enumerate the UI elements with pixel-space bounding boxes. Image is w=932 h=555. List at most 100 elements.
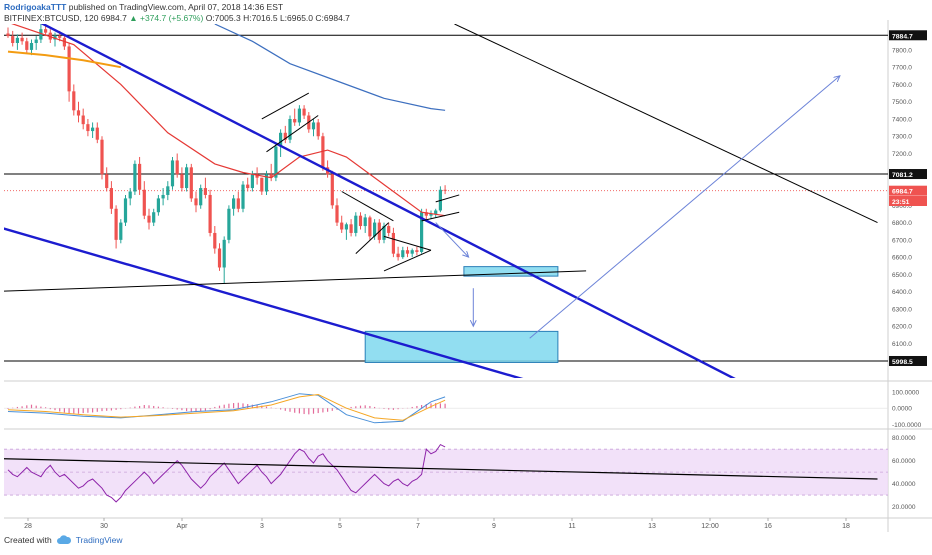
- rsi-axis-label: 20.0000: [892, 504, 916, 511]
- candle-body: [444, 190, 447, 191]
- trendline-black: [267, 116, 319, 152]
- macd-histogram-bar: [360, 406, 361, 409]
- macd-histogram-bar: [31, 405, 32, 409]
- candle-body: [82, 116, 85, 125]
- macd-histogram-bar: [186, 408, 187, 411]
- candle-body: [331, 174, 334, 205]
- macd-histogram-bar: [351, 407, 352, 408]
- macd-histogram-bar: [313, 408, 314, 413]
- macd-histogram-bar: [304, 408, 305, 414]
- macd-histogram-bar: [233, 403, 234, 408]
- time-axis-label: 16: [764, 523, 772, 530]
- macd-histogram-bar: [22, 406, 23, 408]
- macd-histogram-bar: [92, 408, 93, 412]
- macd-histogram-bar: [111, 408, 112, 410]
- macd-histogram-bar: [327, 408, 328, 412]
- candle-body: [350, 224, 353, 233]
- price-label-text: 23:51: [892, 199, 910, 206]
- candle-body: [345, 224, 348, 229]
- time-axis-label: 7: [416, 523, 420, 530]
- low-value: L:6965.0: [280, 13, 313, 23]
- macd-histogram-bar: [73, 408, 74, 413]
- candle-body: [180, 174, 183, 188]
- macd-histogram-bar: [266, 407, 267, 409]
- price-pane: [0, 0, 888, 380]
- macd-histogram-bar: [271, 408, 272, 409]
- macd-histogram-bar: [210, 408, 211, 409]
- macd-histogram-bar: [158, 407, 159, 409]
- rsi-pane: [0, 445, 888, 502]
- last-price: 6984.7: [101, 13, 127, 23]
- macd-histogram-bar: [388, 408, 389, 409]
- candle-body: [133, 164, 136, 192]
- price-axis-label: 6800.0: [892, 220, 912, 227]
- price-label-text: 6984.7: [892, 189, 913, 196]
- candle-body: [368, 217, 371, 236]
- price-axis-label: 7700.0: [892, 65, 912, 72]
- candle-body: [317, 122, 320, 136]
- macd-histogram-bar: [144, 405, 145, 408]
- candle-body: [204, 188, 207, 195]
- time-axis-label: 5: [338, 523, 342, 530]
- candle-body: [213, 233, 216, 249]
- macd-line-orange: [8, 395, 445, 421]
- candle-body: [185, 167, 188, 188]
- candle-body: [176, 160, 179, 174]
- macd-histogram-bar: [50, 408, 51, 409]
- macd-histogram-bar: [238, 403, 239, 408]
- candle-body: [35, 40, 38, 43]
- price-label-text: 7081.2: [892, 172, 913, 179]
- price-axis-label: 6200.0: [892, 324, 912, 331]
- candle-body: [359, 216, 362, 226]
- macd-histogram-bar: [332, 408, 333, 411]
- macd-histogram-bar: [120, 408, 121, 409]
- candle-body: [387, 226, 390, 233]
- macd-histogram-bar: [181, 408, 182, 410]
- price-axis-label: 7800.0: [892, 47, 912, 54]
- macd-histogram-bar: [383, 408, 384, 409]
- candle-body: [115, 209, 118, 240]
- author-name[interactable]: RodrigoakaTTT: [4, 2, 66, 12]
- symbol-info: BITFINEX:BTCUSD, 120 6984.7 ▲ +374.7 (+5…: [4, 13, 350, 23]
- candle-body: [303, 109, 306, 116]
- macd-histogram-bar: [59, 408, 60, 411]
- price-axis-label: 6400.0: [892, 289, 912, 296]
- macd-histogram-bar: [177, 408, 178, 409]
- footer: Created with TradingView: [4, 535, 123, 545]
- price-axis-label: 7300.0: [892, 134, 912, 141]
- macd-histogram-bar: [214, 407, 215, 408]
- candle-body: [105, 174, 108, 188]
- candle-body: [11, 36, 14, 43]
- macd-histogram-bar: [318, 408, 319, 413]
- trendline-black: [262, 93, 309, 119]
- macd-histogram-bar: [412, 407, 413, 408]
- moving-average-blue: [215, 24, 445, 110]
- price-axis-label: 6700.0: [892, 237, 912, 244]
- macd-histogram-bar: [398, 408, 399, 409]
- time-axis-label: 18: [842, 523, 850, 530]
- candle-body: [152, 212, 155, 222]
- price-change: ▲ +374.7 (+5.67%): [129, 13, 203, 23]
- macd-histogram-bar: [341, 408, 342, 409]
- candle-body: [58, 36, 61, 38]
- tradingview-brand[interactable]: TradingView: [76, 535, 123, 545]
- candle-body: [241, 185, 244, 209]
- candle-body: [21, 38, 24, 41]
- macd-histogram-bar: [365, 405, 366, 408]
- candle-body: [166, 186, 169, 195]
- macd-histogram-bar: [83, 408, 84, 413]
- candle-body: [143, 190, 146, 216]
- candle-body: [16, 38, 19, 43]
- candle-body: [392, 233, 395, 254]
- macd-histogram-bar: [106, 408, 107, 411]
- macd-histogram-bar: [153, 406, 154, 408]
- time-axis-label: 12:00: [701, 523, 719, 530]
- macd-histogram-bar: [247, 404, 248, 408]
- candle-body: [110, 188, 113, 209]
- open-value: O:7005.3: [206, 13, 241, 23]
- close-value: C:6984.7: [315, 13, 350, 23]
- macd-histogram-bar: [369, 406, 370, 408]
- macd-histogram-bar: [191, 408, 192, 412]
